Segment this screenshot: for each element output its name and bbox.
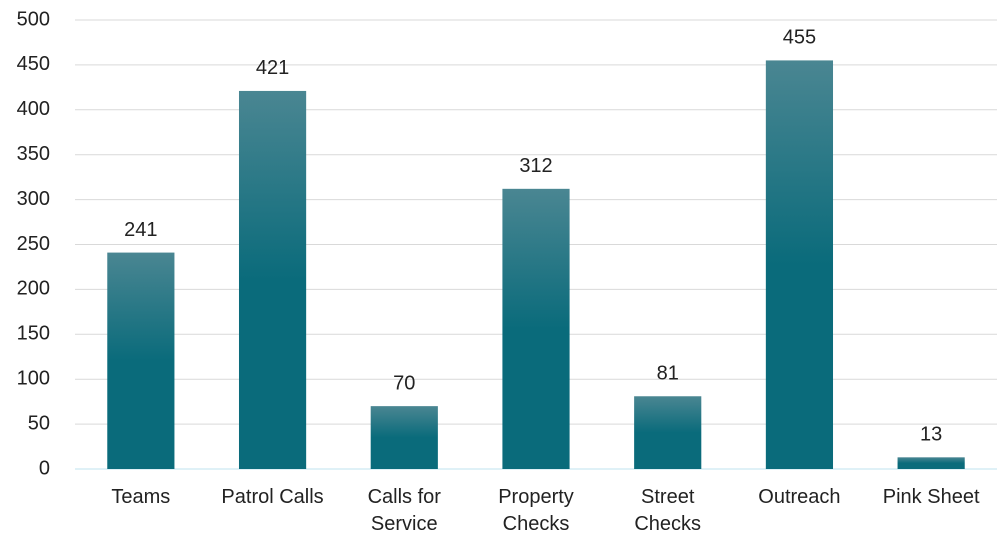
x-tick-label: Calls for Service (367, 486, 441, 535)
bar (897, 457, 965, 469)
y-tick-label: 100 (17, 367, 50, 389)
bar (634, 396, 702, 469)
value-label: 312 (519, 155, 552, 177)
y-tick-label: 450 (17, 53, 50, 75)
y-tick-label: 300 (17, 188, 50, 210)
x-tick-label: Patrol Calls (221, 486, 324, 508)
value-label: 70 (393, 372, 415, 394)
bar (238, 90, 307, 469)
bar (107, 252, 175, 469)
value-label: 13 (920, 424, 942, 446)
x-tick-label: Pink Sheet (882, 486, 980, 508)
x-tick-label: Teams (111, 486, 171, 508)
value-label: 421 (256, 57, 289, 79)
value-label: 81 (657, 363, 679, 385)
y-tick-label: 50 (28, 412, 50, 434)
value-label: 241 (124, 219, 157, 241)
y-tick-label: 200 (17, 278, 50, 300)
y-tick-label: 500 (17, 8, 50, 30)
value-label: 455 (783, 27, 816, 49)
y-tick-label: 150 (17, 323, 50, 345)
bar (370, 406, 438, 469)
y-tick-label: 400 (17, 98, 50, 120)
y-tick-label: 350 (17, 143, 50, 165)
x-tick-label: Property Checks (498, 486, 574, 535)
y-tick-label: 0 (39, 457, 50, 479)
bar (502, 188, 570, 469)
x-tick-label: Outreach (758, 486, 841, 508)
y-tick-label: 250 (17, 233, 50, 255)
x-tick-label: Street Checks (634, 486, 702, 535)
bar (765, 60, 834, 469)
